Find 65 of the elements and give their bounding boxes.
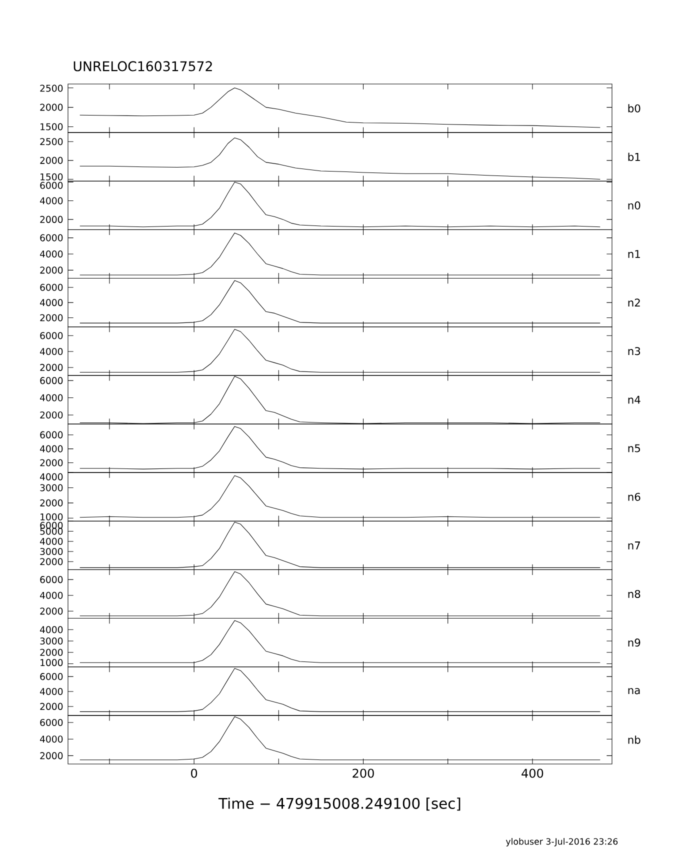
y-tick-label: 6000	[40, 673, 63, 680]
y-tick-label: 2000	[40, 499, 63, 506]
y-tick-label: 4000	[40, 688, 63, 696]
y-tick-label: 1000	[40, 659, 63, 666]
y-tick-label: 4000	[40, 538, 63, 545]
y-tick-label: 2000	[40, 558, 63, 566]
y-tick-label: 2000	[40, 608, 63, 615]
legend-label: n2	[628, 298, 640, 307]
legend-label: b0	[628, 104, 640, 112]
y-tick-label: 4000	[40, 473, 63, 480]
y-tick-label: 6000	[40, 718, 63, 726]
x-tick-label: 400	[522, 768, 544, 778]
text: ylobuser 3-Jul-2016 23:26	[506, 838, 618, 846]
legend-label: n7	[628, 542, 640, 550]
y-tick-label: 2000	[40, 752, 63, 760]
y-tick-label: 4000	[40, 299, 63, 306]
x-tick-label: 200	[352, 768, 374, 778]
y-tick-label: 2500	[40, 84, 63, 92]
y-tick-label: 6000	[40, 284, 63, 291]
y-tick-label: 1500	[40, 173, 63, 180]
y-tick-label: 1500	[40, 123, 63, 130]
y-tick-label: 6000	[40, 332, 63, 340]
legend-label: b1	[628, 152, 640, 161]
y-tick-label: 2000	[40, 104, 63, 111]
y-tick-label: 6000	[40, 377, 63, 384]
y-tick-label: 2000	[40, 216, 63, 223]
legend-label: n6	[628, 492, 640, 501]
y-tick-label: 4000	[40, 250, 63, 258]
legend-label: n0	[628, 201, 640, 210]
legend-label: nb	[628, 736, 640, 744]
y-tick-label: 2000	[40, 459, 63, 466]
y-tick-label: 4000	[40, 197, 63, 204]
y-tick-label: 1000	[40, 513, 63, 520]
legend-label: n5	[628, 444, 640, 452]
y-tick-label: 5000	[40, 528, 63, 535]
legend-label: n3	[628, 347, 640, 356]
legend-label: n8	[628, 590, 640, 598]
y-tick-label: 4000	[40, 736, 63, 743]
y-tick-label: 3000	[40, 548, 63, 556]
y-tick-label: 2000	[40, 364, 63, 371]
y-tick-label: 4000	[40, 394, 63, 402]
y-tick-label: 3000	[40, 484, 63, 492]
x-axis-title: Time − 479915008.249100 [sec]	[218, 798, 460, 811]
y-tick-label: 2000	[40, 702, 63, 710]
y-tick-label: 3000	[40, 638, 63, 645]
y-tick-label: 6000	[40, 182, 63, 189]
y-tick-label: 6000	[40, 431, 63, 438]
y-tick-label: 4000	[40, 348, 63, 356]
y-tick-label: 4000	[40, 445, 63, 452]
text: UNRELOC160317572	[74, 61, 212, 72]
legend-label: n9	[628, 638, 640, 647]
legend-label: na	[628, 688, 640, 694]
y-tick-label: 2000	[40, 648, 63, 656]
y-tick-label: 4000	[40, 626, 63, 634]
y-tick-label: 4000	[40, 592, 63, 599]
legend-label: n4	[628, 396, 640, 404]
y-tick-label: 2500	[40, 138, 63, 146]
x-tick-label: 0	[191, 768, 198, 778]
y-tick-label: 6000	[40, 576, 63, 584]
y-tick-label: 6000	[40, 234, 63, 242]
legend-label: n1	[628, 250, 640, 258]
y-tick-label: 2000	[40, 156, 63, 164]
y-tick-label: 2000	[40, 411, 63, 418]
y-tick-label: 2000	[40, 314, 63, 322]
y-tick-label: 2000	[40, 266, 63, 274]
